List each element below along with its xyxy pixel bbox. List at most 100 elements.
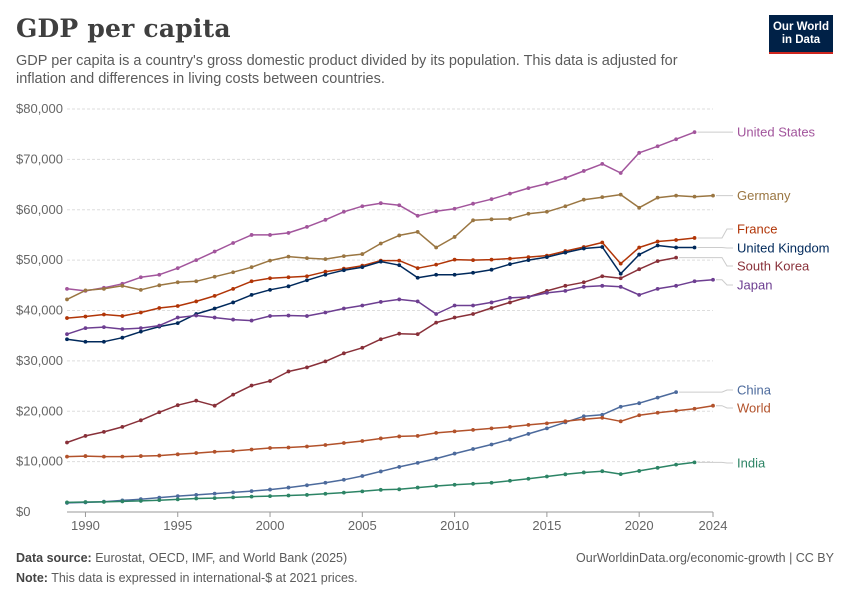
data-point-germany[interactable] [415, 230, 420, 234]
data-point-south-korea[interactable] [655, 259, 660, 264]
owid-logo[interactable]: Our World in Data [769, 15, 833, 54]
data-point-world[interactable] [618, 419, 623, 424]
data-point-japan[interactable] [544, 290, 549, 295]
data-point-united-states[interactable] [655, 144, 660, 149]
data-point-japan[interactable] [194, 313, 199, 318]
data-point-world[interactable] [157, 453, 162, 458]
data-point-japan[interactable] [452, 303, 457, 308]
data-point-japan[interactable] [581, 284, 586, 289]
data-point-south-korea[interactable] [323, 359, 328, 364]
data-point-united-states[interactable] [194, 258, 199, 263]
data-point-china[interactable] [360, 474, 365, 478]
data-point-south-korea[interactable] [231, 392, 236, 397]
data-point-united-states[interactable] [600, 162, 605, 166]
data-point-germany[interactable] [600, 195, 605, 200]
data-point-germany[interactable] [711, 193, 715, 198]
data-point-france[interactable] [526, 255, 531, 260]
data-point-france[interactable] [120, 314, 125, 318]
data-point-germany[interactable] [65, 297, 69, 302]
data-point-united-states[interactable] [637, 150, 642, 155]
data-point-world[interactable] [471, 427, 475, 432]
data-point-south-korea[interactable] [268, 379, 272, 383]
data-point-china[interactable] [544, 426, 549, 431]
data-point-south-korea[interactable] [600, 274, 605, 279]
series-label-germany[interactable]: Germany [737, 188, 791, 203]
data-point-japan[interactable] [526, 294, 531, 299]
data-point-world[interactable] [212, 449, 217, 454]
data-point-south-korea[interactable] [378, 337, 383, 342]
data-point-india[interactable] [175, 497, 180, 502]
data-point-germany[interactable] [175, 280, 180, 285]
data-point-united-kingdom[interactable] [618, 271, 623, 276]
data-point-india[interactable] [341, 490, 346, 495]
data-point-japan[interactable] [397, 297, 402, 302]
data-point-india[interactable] [581, 470, 586, 475]
data-point-india[interactable] [637, 469, 642, 473]
data-point-japan[interactable] [378, 300, 383, 304]
data-point-united-kingdom[interactable] [120, 335, 125, 340]
data-point-germany[interactable] [471, 218, 475, 223]
data-point-united-kingdom[interactable] [341, 268, 346, 273]
data-point-india[interactable] [249, 494, 254, 499]
series-line-france[interactable] [66, 237, 695, 319]
data-point-china[interactable] [471, 447, 475, 451]
data-point-france[interactable] [600, 240, 605, 245]
data-point-france[interactable] [415, 266, 420, 271]
data-point-world[interactable] [102, 454, 106, 459]
data-point-china[interactable] [194, 492, 199, 497]
data-point-germany[interactable] [305, 256, 309, 261]
series-united-states[interactable] [65, 130, 697, 293]
data-point-south-korea[interactable] [341, 351, 346, 356]
data-point-germany[interactable] [618, 192, 623, 197]
data-point-france[interactable] [305, 274, 309, 279]
data-point-china[interactable] [526, 432, 531, 436]
data-point-india[interactable] [471, 481, 475, 486]
series-china[interactable] [65, 390, 678, 505]
data-point-germany[interactable] [341, 254, 346, 258]
data-point-united-kingdom[interactable] [674, 245, 678, 250]
data-point-world[interactable] [194, 451, 199, 455]
data-point-south-korea[interactable] [360, 345, 365, 350]
data-point-germany[interactable] [674, 193, 678, 198]
data-point-france[interactable] [65, 316, 69, 320]
data-point-germany[interactable] [102, 286, 106, 291]
data-point-japan[interactable] [341, 306, 346, 311]
data-point-germany[interactable] [508, 216, 512, 221]
data-point-india[interactable] [231, 495, 236, 500]
data-point-japan[interactable] [600, 283, 605, 288]
data-point-china[interactable] [508, 437, 512, 442]
data-point-united-states[interactable] [434, 209, 439, 214]
data-point-japan[interactable] [138, 326, 143, 331]
data-point-japan[interactable] [286, 313, 291, 318]
data-point-japan[interactable] [65, 332, 69, 337]
data-point-germany[interactable] [692, 194, 697, 199]
data-point-united-states[interactable] [360, 204, 365, 209]
data-point-japan[interactable] [175, 315, 180, 320]
data-point-united-kingdom[interactable] [231, 300, 236, 305]
data-point-world[interactable] [83, 454, 88, 458]
data-point-germany[interactable] [194, 279, 199, 284]
data-point-south-korea[interactable] [618, 276, 623, 281]
data-point-germany[interactable] [637, 205, 642, 210]
data-point-japan[interactable] [618, 284, 623, 289]
data-point-japan[interactable] [360, 303, 365, 308]
data-point-germany[interactable] [249, 265, 254, 270]
data-point-india[interactable] [323, 491, 328, 496]
data-point-united-kingdom[interactable] [692, 245, 697, 250]
data-point-united-states[interactable] [268, 233, 272, 237]
data-point-france[interactable] [397, 258, 402, 263]
data-point-france[interactable] [508, 256, 512, 261]
data-point-world[interactable] [378, 436, 383, 441]
data-point-world[interactable] [249, 447, 254, 452]
data-point-united-kingdom[interactable] [452, 272, 457, 277]
data-point-united-kingdom[interactable] [581, 246, 586, 251]
data-point-china[interactable] [618, 404, 623, 409]
data-point-united-states[interactable] [212, 249, 217, 254]
data-point-germany[interactable] [434, 245, 439, 250]
data-point-world[interactable] [508, 424, 512, 429]
series-label-india[interactable]: India [737, 456, 766, 471]
data-point-china[interactable] [415, 460, 420, 465]
data-point-india[interactable] [194, 496, 199, 501]
data-point-france[interactable] [231, 286, 236, 291]
data-point-india[interactable] [526, 476, 531, 481]
